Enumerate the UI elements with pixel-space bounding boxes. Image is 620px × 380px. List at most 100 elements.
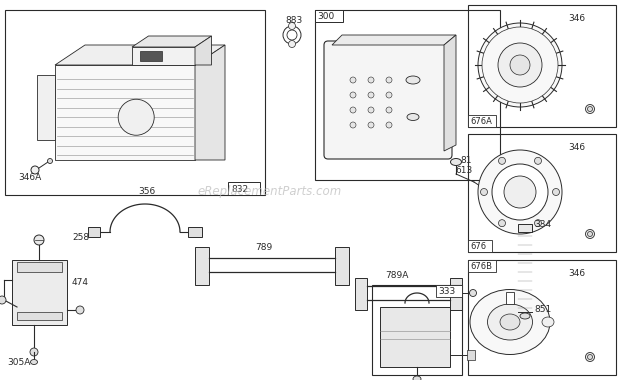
Text: 851: 851	[534, 305, 551, 314]
Circle shape	[482, 27, 558, 103]
Bar	[468, 134, 616, 252]
Text: 346: 346	[568, 143, 585, 152]
Ellipse shape	[588, 231, 593, 236]
Ellipse shape	[588, 355, 593, 359]
Circle shape	[480, 188, 487, 195]
Ellipse shape	[407, 114, 419, 120]
Polygon shape	[195, 45, 225, 160]
Circle shape	[478, 23, 562, 107]
Circle shape	[288, 22, 296, 30]
Circle shape	[498, 157, 505, 164]
Polygon shape	[37, 75, 55, 140]
Bar	[380, 307, 450, 367]
Circle shape	[368, 77, 374, 83]
Ellipse shape	[500, 314, 520, 330]
Circle shape	[76, 306, 84, 314]
Circle shape	[350, 77, 356, 83]
Bar	[5, 10, 265, 195]
Ellipse shape	[451, 158, 461, 166]
Bar	[467, 350, 475, 360]
Bar	[17, 312, 62, 320]
Bar	[506, 292, 514, 304]
Bar	[315, 10, 343, 22]
Text: 832: 832	[231, 185, 248, 194]
Text: 356: 356	[138, 187, 155, 196]
Circle shape	[350, 122, 356, 128]
Text: 676: 676	[470, 242, 486, 251]
Ellipse shape	[585, 353, 595, 361]
Bar	[140, 51, 162, 61]
Circle shape	[48, 158, 53, 163]
Polygon shape	[332, 35, 456, 45]
Circle shape	[30, 348, 38, 356]
Text: 883: 883	[285, 16, 303, 25]
Text: 346A: 346A	[18, 173, 42, 182]
Circle shape	[534, 157, 541, 164]
Text: 300: 300	[317, 12, 334, 21]
Circle shape	[350, 107, 356, 113]
Ellipse shape	[485, 190, 492, 195]
Ellipse shape	[30, 359, 37, 364]
Text: 676A: 676A	[470, 117, 492, 126]
Circle shape	[350, 92, 356, 98]
Ellipse shape	[487, 304, 533, 340]
Bar	[195, 247, 209, 285]
Circle shape	[498, 43, 542, 87]
Circle shape	[31, 166, 39, 174]
Bar	[468, 115, 496, 127]
Bar	[315, 10, 500, 180]
Circle shape	[469, 290, 477, 296]
Polygon shape	[132, 47, 195, 65]
Circle shape	[498, 220, 505, 227]
Ellipse shape	[542, 317, 554, 327]
Bar	[468, 240, 492, 252]
Circle shape	[478, 150, 562, 234]
Polygon shape	[55, 45, 225, 65]
Circle shape	[552, 188, 559, 195]
Text: 346: 346	[568, 14, 585, 23]
Ellipse shape	[585, 105, 595, 114]
Ellipse shape	[585, 230, 595, 239]
Text: 305A: 305A	[7, 358, 30, 367]
Ellipse shape	[588, 106, 593, 111]
Polygon shape	[55, 65, 195, 160]
Bar	[468, 260, 616, 375]
Polygon shape	[132, 36, 211, 47]
Circle shape	[368, 107, 374, 113]
Bar	[518, 224, 532, 232]
Bar	[12, 260, 67, 325]
Circle shape	[34, 235, 44, 245]
Bar	[17, 262, 62, 272]
Circle shape	[386, 77, 392, 83]
Text: 258: 258	[72, 233, 89, 242]
Text: 789A: 789A	[385, 271, 409, 280]
Circle shape	[386, 92, 392, 98]
Polygon shape	[195, 36, 211, 65]
Circle shape	[386, 107, 392, 113]
Circle shape	[534, 220, 541, 227]
Bar	[188, 227, 202, 237]
Text: 613: 613	[455, 166, 472, 175]
Bar	[372, 285, 462, 375]
Ellipse shape	[413, 376, 421, 380]
Circle shape	[386, 122, 392, 128]
Circle shape	[492, 164, 548, 220]
Circle shape	[504, 176, 536, 208]
Text: 334: 334	[534, 220, 551, 229]
Circle shape	[510, 55, 530, 75]
Bar	[355, 278, 367, 310]
Bar	[468, 5, 616, 127]
Text: 789: 789	[255, 243, 272, 252]
Circle shape	[368, 122, 374, 128]
Text: 676B: 676B	[470, 262, 492, 271]
Bar	[335, 247, 349, 285]
Text: 346: 346	[568, 269, 585, 278]
Text: 474: 474	[72, 278, 89, 287]
Text: 81: 81	[460, 156, 471, 165]
Bar	[88, 227, 100, 237]
Ellipse shape	[520, 313, 530, 319]
Ellipse shape	[406, 76, 420, 84]
Bar	[450, 278, 462, 310]
Circle shape	[288, 41, 296, 48]
Text: 333: 333	[438, 287, 455, 296]
